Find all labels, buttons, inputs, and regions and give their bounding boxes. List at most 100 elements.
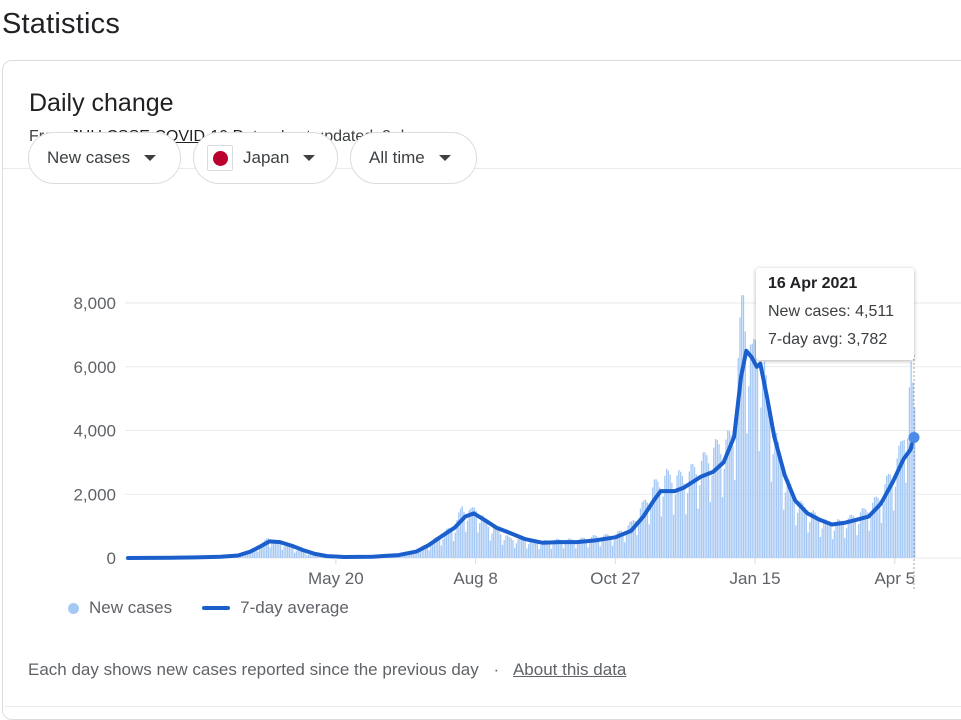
new-cases-bar <box>690 464 691 558</box>
x-tick-label: Jan 15 <box>730 569 781 588</box>
y-tick-label: 4,000 <box>73 422 116 441</box>
new-cases-bar <box>797 513 798 558</box>
new-cases-bar <box>552 544 553 558</box>
new-cases-bar <box>820 537 821 558</box>
new-cases-bar <box>601 541 602 558</box>
new-cases-bar <box>442 539 443 558</box>
about-data-link[interactable]: About this data <box>513 660 626 679</box>
new-cases-bar <box>869 531 870 558</box>
new-cases-bar <box>912 382 913 558</box>
new-cases-bar <box>881 523 882 558</box>
new-cases-bar <box>575 548 576 558</box>
new-cases-bar <box>280 544 281 558</box>
new-cases-bar <box>703 452 704 558</box>
new-cases-bar <box>755 340 756 558</box>
new-cases-bar <box>795 525 796 558</box>
new-cases-bar <box>895 487 896 558</box>
new-cases-bar <box>519 538 520 558</box>
new-cases-bar <box>490 541 491 558</box>
new-cases-bar <box>867 513 868 558</box>
new-cases-bar <box>453 541 454 558</box>
new-cases-bar <box>524 541 525 558</box>
new-cases-bar <box>830 526 831 558</box>
new-cases-bar <box>717 440 718 558</box>
tooltip-avg: 7-day avg: 3,782 <box>768 331 902 349</box>
new-cases-bar <box>430 546 431 558</box>
new-cases-bar <box>441 546 442 558</box>
new-cases-bar <box>479 523 480 558</box>
new-cases-bar <box>643 500 644 558</box>
new-cases-bar <box>844 538 845 558</box>
new-cases-bar <box>911 362 912 558</box>
new-cases-bar <box>636 535 637 558</box>
new-cases-bar <box>500 534 501 558</box>
new-cases-bar <box>832 539 833 558</box>
new-cases-bar <box>753 339 754 558</box>
new-cases-bar <box>781 469 782 558</box>
new-cases-bar <box>549 542 550 558</box>
new-cases-bar <box>460 508 461 558</box>
new-cases-bar <box>874 497 875 558</box>
new-cases-bar <box>505 536 506 558</box>
x-tick-label: Aug 8 <box>453 569 497 588</box>
new-cases-bar <box>680 472 681 558</box>
new-cases-bar <box>538 549 539 558</box>
new-cases-bar <box>855 519 856 558</box>
new-cases-bar <box>818 521 819 558</box>
new-cases-bar <box>416 554 417 558</box>
new-cases-bar <box>699 485 700 558</box>
new-cases-bar <box>807 533 808 558</box>
new-cases-bar <box>696 474 697 558</box>
new-cases-bar <box>692 464 693 558</box>
new-cases-bar <box>518 539 519 558</box>
new-cases-bar <box>741 295 742 558</box>
new-cases-bar <box>512 540 513 558</box>
new-cases-bar <box>428 550 429 558</box>
new-cases-bar <box>612 546 613 558</box>
new-cases-bar <box>697 509 698 558</box>
new-cases-bar <box>577 544 578 558</box>
new-cases-bar <box>649 524 650 558</box>
legend-bars-label: New cases <box>89 598 172 618</box>
new-cases-bar <box>297 550 298 558</box>
new-cases-bar <box>711 475 712 558</box>
chart-legend: New cases 7-day average <box>68 598 349 618</box>
new-cases-bar <box>481 515 482 558</box>
new-cases-bar <box>759 451 760 558</box>
new-cases-bar <box>870 517 871 558</box>
new-cases-bar <box>530 540 531 558</box>
new-cases-bar <box>462 506 463 558</box>
new-cases-bar <box>752 344 753 558</box>
new-cases-bar <box>458 512 459 558</box>
new-cases-bar <box>883 504 884 558</box>
new-cases-bar <box>661 516 662 558</box>
new-cases-bar <box>563 548 564 558</box>
new-cases-bar <box>760 408 761 558</box>
new-cases-bar <box>669 475 670 558</box>
new-cases-bar <box>507 535 508 558</box>
new-cases-bar <box>848 518 849 558</box>
new-cases-bar <box>722 497 723 558</box>
new-cases-bar <box>909 387 910 558</box>
new-cases-bar <box>823 520 824 558</box>
new-cases-bar <box>493 527 494 558</box>
new-cases-bar <box>610 537 611 558</box>
new-cases-bar <box>879 500 880 558</box>
new-cases-bar <box>687 493 688 558</box>
new-cases-bar <box>528 544 529 558</box>
chart-tooltip: 16 Apr 2021 New cases: 4,511 7-day avg: … <box>756 268 914 360</box>
new-cases-bar <box>483 516 484 558</box>
new-cases-bar <box>521 538 522 558</box>
new-cases-bar <box>296 551 297 558</box>
new-cases-bar <box>773 454 774 558</box>
new-cases-bar <box>640 509 641 558</box>
footer-separator: · <box>493 660 499 679</box>
y-tick-label: 8,000 <box>73 294 116 313</box>
new-cases-bar <box>502 545 503 558</box>
new-cases-bar <box>629 522 630 558</box>
new-cases-bar <box>666 469 667 558</box>
new-cases-bar <box>504 540 505 558</box>
new-cases-bar <box>713 448 714 558</box>
new-cases-bar <box>589 542 590 558</box>
new-cases-bar <box>565 544 566 558</box>
